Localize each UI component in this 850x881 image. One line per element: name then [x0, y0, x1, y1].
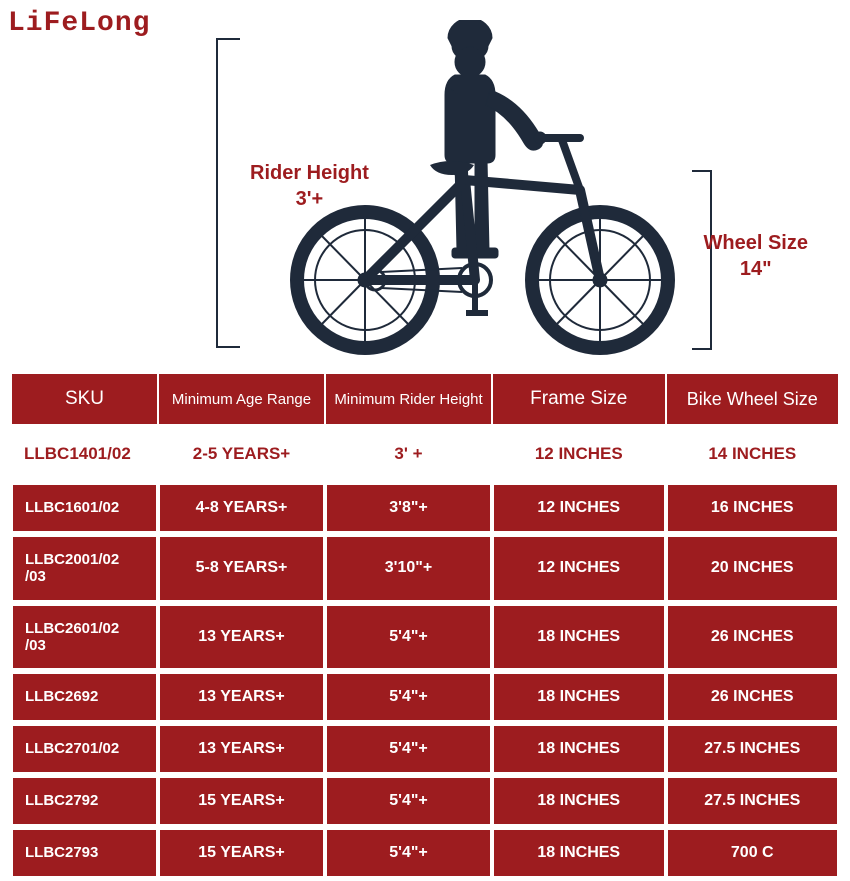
cell-height: 5'4"+	[326, 725, 491, 773]
cell-height: 3'8"+	[326, 484, 491, 532]
cell-frame: 18 INCHES	[493, 829, 665, 877]
cell-age: 5-8 YEARS+	[159, 536, 324, 601]
cell-frame: 18 INCHES	[493, 777, 665, 825]
cell-wheel: 20 INCHES	[667, 536, 839, 601]
table-header: SKU Minimum Age Range Minimum Rider Heig…	[12, 374, 838, 424]
cell-wheel: 27.5 INCHES	[667, 725, 839, 773]
table-row: LLBC2601/02/0313 YEARS+5'4"+18 INCHES26 …	[12, 605, 838, 670]
cell-age: 13 YEARS+	[159, 725, 324, 773]
cell-height: 3'10"+	[326, 536, 491, 601]
cell-wheel: 16 INCHES	[667, 484, 839, 532]
cell-age: 13 YEARS+	[159, 673, 324, 721]
cell-sku: LLBC2001/02/03	[12, 536, 157, 601]
wheel-size-value: 14"	[740, 258, 772, 280]
cell-frame: 12 INCHES	[493, 484, 665, 532]
cell-frame: 18 INCHES	[493, 605, 665, 670]
cell-age: 15 YEARS+	[159, 777, 324, 825]
cell-height: 5'4"+	[326, 673, 491, 721]
cell-age: 15 YEARS+	[159, 829, 324, 877]
table-row: LLBC279215 YEARS+5'4"+18 INCHES27.5 INCH…	[12, 777, 838, 825]
cell-sku: LLBC1401/02	[12, 428, 157, 480]
cell-wheel: 14 INCHES	[667, 428, 839, 480]
cell-height: 5'4"+	[326, 605, 491, 670]
wheel-size-label: Wheel Size 14"	[704, 230, 808, 282]
cell-frame: 18 INCHES	[493, 725, 665, 773]
cell-age: 4-8 YEARS+	[159, 484, 324, 532]
cell-wheel: 26 INCHES	[667, 605, 839, 670]
size-chart-table: SKU Minimum Age Range Minimum Rider Heig…	[10, 370, 840, 881]
cell-sku: LLBC2792	[12, 777, 157, 825]
rider-bike-icon	[230, 20, 690, 360]
cell-frame: 12 INCHES	[493, 536, 665, 601]
col-sku: SKU	[12, 374, 157, 424]
cell-height: 5'4"+	[326, 829, 491, 877]
col-age: Minimum Age Range	[159, 374, 324, 424]
size-diagram: Rider Height 3'+	[180, 20, 820, 360]
col-wheel: Bike Wheel Size	[667, 374, 839, 424]
cell-sku: LLBC2601/02/03	[12, 605, 157, 670]
table-row: LLBC2701/0213 YEARS+5'4"+18 INCHES27.5 I…	[12, 725, 838, 773]
cell-wheel: 26 INCHES	[667, 673, 839, 721]
highlight-row-group: LLBC1401/02 2-5 YEARS+ 3' + 12 INCHES 14…	[12, 428, 838, 480]
table-row: LLBC269213 YEARS+5'4"+18 INCHES26 INCHES	[12, 673, 838, 721]
cell-age: 2-5 YEARS+	[159, 428, 324, 480]
cell-height: 3' +	[326, 428, 491, 480]
table-row: LLBC279315 YEARS+5'4"+18 INCHES700 C	[12, 829, 838, 877]
brand-logo: LiFeLong	[8, 8, 150, 39]
table-body: LLBC1601/024-8 YEARS+3'8"+12 INCHES16 IN…	[12, 484, 838, 877]
cell-height: 5'4"+	[326, 777, 491, 825]
table-row: LLBC2001/02/035-8 YEARS+3'10"+12 INCHES2…	[12, 536, 838, 601]
table-row: LLBC1601/024-8 YEARS+3'8"+12 INCHES16 IN…	[12, 484, 838, 532]
cell-wheel: 27.5 INCHES	[667, 777, 839, 825]
cell-wheel: 700 C	[667, 829, 839, 877]
cell-sku: LLBC2793	[12, 829, 157, 877]
wheel-size-text: Wheel Size	[704, 232, 808, 254]
col-frame: Frame Size	[493, 374, 665, 424]
cell-sku: LLBC1601/02	[12, 484, 157, 532]
cell-age: 13 YEARS+	[159, 605, 324, 670]
cell-sku: LLBC2701/02	[12, 725, 157, 773]
cell-frame: 18 INCHES	[493, 673, 665, 721]
cell-sku: LLBC2692	[12, 673, 157, 721]
col-height: Minimum Rider Height	[326, 374, 491, 424]
cell-frame: 12 INCHES	[493, 428, 665, 480]
table-row-highlight: LLBC1401/02 2-5 YEARS+ 3' + 12 INCHES 14…	[12, 428, 838, 480]
